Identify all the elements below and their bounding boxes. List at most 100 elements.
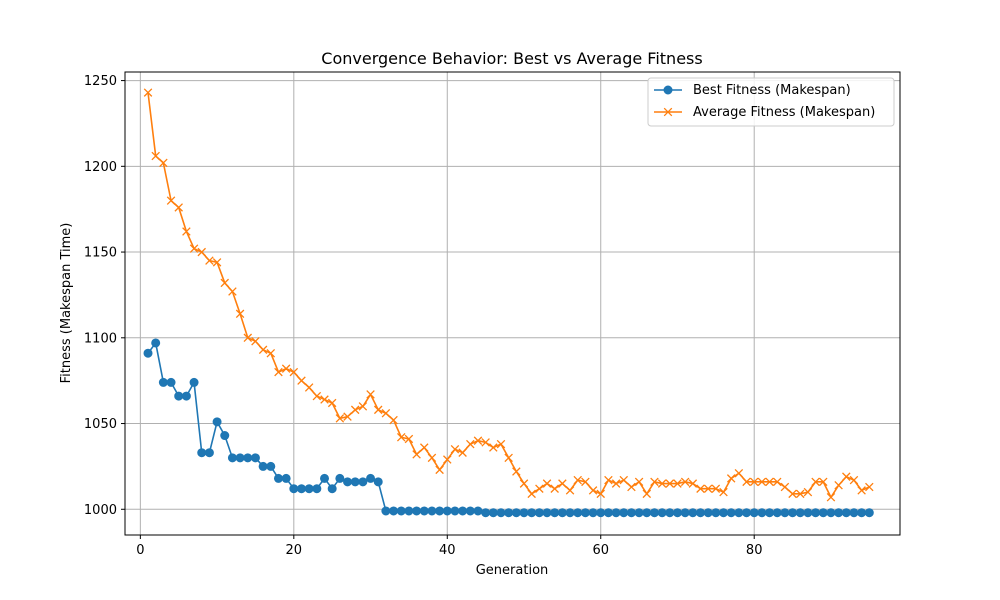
data-point (803, 508, 813, 518)
data-point (550, 508, 560, 518)
data-point (535, 484, 544, 493)
x-tick-label: 0 (136, 543, 144, 558)
data-point (588, 508, 598, 518)
data-point (757, 508, 767, 518)
data-point (220, 278, 230, 288)
y-tick-label: 1000 (84, 503, 117, 518)
data-point (481, 508, 491, 518)
data-point (788, 508, 798, 518)
data-point (811, 477, 820, 487)
data-point (757, 477, 767, 487)
data-point (258, 461, 268, 471)
data-point (511, 508, 521, 518)
data-point (258, 345, 268, 355)
data-point (450, 444, 460, 454)
data-point (182, 227, 191, 236)
data-point (688, 508, 698, 518)
data-point (166, 196, 176, 205)
legend-marker (663, 107, 673, 117)
x-tick-label: 20 (286, 543, 303, 558)
data-point (842, 472, 851, 481)
data-point (243, 333, 253, 343)
data-point (197, 448, 207, 458)
data-point (596, 489, 606, 499)
data-point (289, 367, 299, 377)
data-point (534, 508, 544, 518)
y-tick-label: 1150 (84, 246, 117, 261)
data-point (312, 391, 322, 401)
data-point (205, 256, 214, 265)
data-point (243, 453, 253, 463)
data-point (189, 377, 199, 387)
data-point (557, 508, 567, 518)
data-point (343, 412, 352, 421)
data-point (719, 508, 729, 518)
data-point (604, 475, 613, 485)
data-point (818, 508, 828, 518)
data-point (711, 508, 721, 518)
data-point (289, 484, 299, 494)
data-point (281, 364, 291, 373)
data-point (174, 203, 183, 212)
data-point (550, 484, 559, 493)
data-point (251, 336, 260, 346)
data-point (780, 482, 790, 492)
data-point (726, 474, 736, 483)
data-point (304, 383, 314, 392)
data-point (657, 508, 667, 518)
data-point (558, 479, 567, 488)
series-average-fitness (143, 88, 874, 502)
data-point (419, 443, 429, 452)
data-point (619, 475, 629, 485)
data-point (627, 482, 636, 492)
data-point (189, 244, 199, 253)
data-point (680, 508, 690, 518)
data-point (381, 506, 391, 516)
data-point (565, 508, 575, 518)
data-point (381, 408, 391, 418)
data-point (504, 508, 514, 518)
data-point (719, 487, 728, 497)
data-point (742, 477, 751, 487)
data-point (335, 473, 345, 483)
data-point (274, 367, 283, 377)
data-point (772, 508, 782, 518)
data-point (320, 395, 329, 404)
data-point (857, 486, 866, 495)
data-point (703, 508, 713, 518)
data-point (465, 506, 475, 516)
data-point (826, 493, 836, 502)
data-point (212, 258, 222, 267)
legend-markers (654, 85, 682, 117)
data-point (435, 465, 444, 475)
data-point (519, 508, 529, 518)
data-point (611, 508, 621, 518)
data-point (672, 508, 682, 518)
data-point (849, 475, 859, 485)
data-point (466, 439, 475, 449)
data-point (772, 477, 782, 487)
plot-area-frame (124, 71, 901, 536)
data-point (159, 158, 168, 168)
data-point (696, 484, 705, 493)
data-point (642, 489, 652, 499)
data-point (841, 508, 851, 518)
data-point (634, 477, 644, 487)
data-point (811, 508, 821, 518)
data-point (458, 506, 468, 516)
data-point (396, 506, 406, 516)
data-point (489, 443, 498, 452)
data-point (834, 481, 843, 490)
data-point (335, 414, 345, 423)
data-point (327, 398, 337, 408)
legend: Best Fitness (Makespan) Average Fitness … (647, 77, 895, 127)
data-point (734, 469, 744, 478)
data-point (512, 467, 521, 476)
data-point (273, 473, 283, 483)
data-point (281, 473, 291, 483)
data-point (366, 390, 375, 399)
data-point (703, 484, 713, 493)
y-tick-label: 1250 (84, 74, 117, 89)
data-point (166, 377, 176, 387)
